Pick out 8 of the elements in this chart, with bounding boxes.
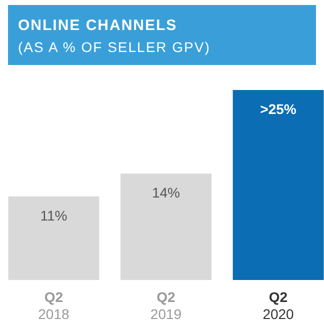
data-label: 14% [152, 184, 180, 201]
data-label: 11% [40, 207, 68, 224]
data-label: >25% [260, 101, 297, 117]
x-tick-label: Q2 2018 [38, 289, 70, 322]
chart-subtitle: (AS A % OF SELLER GPV) [18, 39, 210, 55]
chart-title: ONLINE CHANNELS [18, 17, 178, 34]
x-tick-label: Q2 2019 [150, 289, 182, 322]
x-tick-label: Q2 2020 [262, 289, 294, 322]
